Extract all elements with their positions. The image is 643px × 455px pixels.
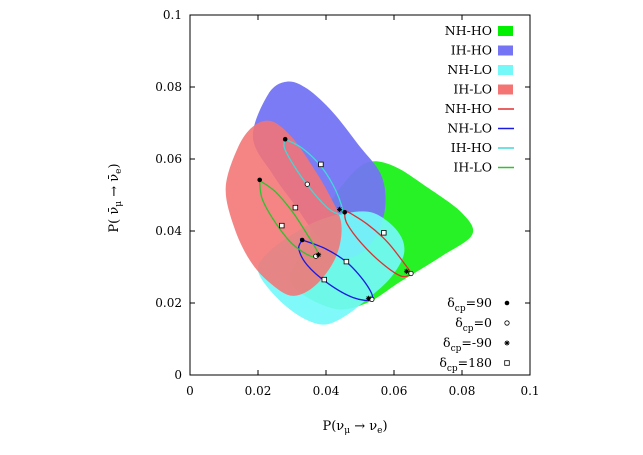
legend-marker-1 bbox=[504, 320, 510, 326]
marker-delta-90-3 bbox=[257, 177, 263, 183]
legend-swatch-nh-lo bbox=[498, 65, 513, 75]
x-tick-label: 0.08 bbox=[449, 384, 476, 398]
legend-swatch-ih-ho bbox=[498, 45, 513, 56]
legend-label-patch-ih-lo: IH-LO bbox=[453, 82, 492, 97]
legend-label-line-nh-lo: NH-LO bbox=[447, 121, 492, 136]
marker-delta-0-2 bbox=[304, 181, 310, 187]
legend-label-delta-2: δcp=-90 bbox=[443, 335, 492, 354]
marker-delta-180-4 bbox=[343, 258, 350, 265]
x-tick-label: 0 bbox=[186, 384, 194, 398]
marker-delta-0-1 bbox=[369, 296, 375, 302]
legend-label-line-ih-ho: IH-HO bbox=[451, 140, 492, 155]
x-axis-label: P(νμ → νe) bbox=[322, 419, 387, 436]
legend-label-line-nh-ho: NH-HO bbox=[445, 101, 492, 116]
marker-delta-180-5 bbox=[279, 222, 285, 229]
y-tick-label: 0.04 bbox=[155, 224, 182, 238]
legend-label-line-ih-lo: IH-LO bbox=[453, 160, 492, 175]
marker-delta-90-0 bbox=[342, 209, 348, 215]
markers-group bbox=[257, 136, 414, 302]
marker-delta-180-1 bbox=[321, 276, 327, 283]
curve-nh-lo bbox=[298, 238, 374, 302]
legend-label-delta-1: δcp=0 bbox=[455, 315, 492, 334]
y-tick-label: 0.1 bbox=[163, 8, 182, 22]
regions-group bbox=[225, 81, 474, 325]
y-tick-label: 0.02 bbox=[155, 296, 182, 310]
curves-group bbox=[257, 137, 412, 302]
marker-delta-minus90-3 bbox=[315, 252, 322, 258]
marker-delta-180-3 bbox=[292, 204, 299, 211]
legend-marker-0 bbox=[504, 300, 510, 306]
marker-delta-180-2 bbox=[318, 161, 324, 168]
x-tick-label: 0.04 bbox=[313, 384, 340, 398]
x-tick-label: 0.1 bbox=[520, 384, 539, 398]
marker-delta-180-0 bbox=[381, 230, 387, 236]
legend-swatch-nh-ho bbox=[498, 26, 513, 36]
region-ih-lo bbox=[225, 120, 342, 296]
curve-ih-ho bbox=[283, 137, 344, 215]
marker-delta-90-1 bbox=[299, 237, 305, 243]
legend-swatch-ih-lo bbox=[498, 84, 513, 95]
marker-delta-0-0 bbox=[408, 270, 414, 277]
plot-frame bbox=[189, 14, 531, 376]
legend-marker-3 bbox=[504, 360, 510, 366]
legend-marker-2 bbox=[504, 340, 510, 346]
y-tick-label: 0 bbox=[174, 368, 182, 382]
marker-delta-minus90-1 bbox=[365, 295, 372, 301]
legend-label-patch-ih-ho: IH-HO bbox=[451, 43, 492, 58]
marker-delta-minus90-2 bbox=[337, 206, 343, 212]
ticks-group: 0 0.02 0.04 0.06 0.08 0.1 0 0.02 0.04 0.06 0.08 0.1 bbox=[155, 8, 539, 398]
x-tick-label: 0.06 bbox=[381, 384, 408, 398]
marker-delta-minus90-0 bbox=[403, 268, 410, 274]
marker-delta-90-2 bbox=[282, 136, 288, 142]
y-tick-label: 0.08 bbox=[155, 80, 182, 94]
legend-label-delta-0: δcp=90 bbox=[447, 295, 492, 314]
curve-ih-lo bbox=[257, 178, 320, 259]
legend: NH-HO IH-HO NH-LO IH-LO NH-HO NH-LO IH-HO IH-LO… bbox=[439, 23, 514, 374]
x-tick-label: 0.02 bbox=[245, 384, 272, 398]
legend-label-patch-nh-lo: NH-LO bbox=[447, 62, 492, 77]
y-axis-label: P( ν̄μ → ν̄e) bbox=[107, 163, 124, 232]
legend-label-patch-nh-ho: NH-HO bbox=[445, 23, 492, 38]
legend-label-delta-3: δcp=180 bbox=[439, 355, 492, 374]
y-tick-label: 0.06 bbox=[155, 152, 182, 166]
curve-nh-ho bbox=[343, 209, 412, 278]
